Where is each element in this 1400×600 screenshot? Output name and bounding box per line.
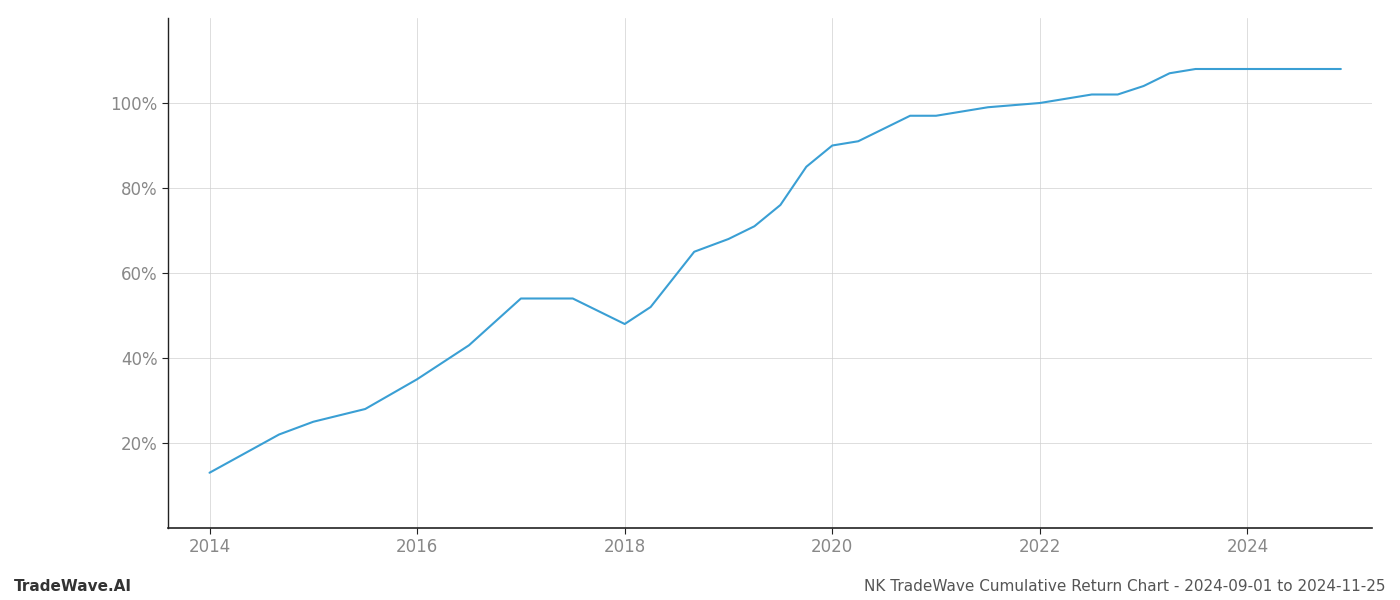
Text: NK TradeWave Cumulative Return Chart - 2024-09-01 to 2024-11-25: NK TradeWave Cumulative Return Chart - 2…	[865, 579, 1386, 594]
Text: TradeWave.AI: TradeWave.AI	[14, 579, 132, 594]
